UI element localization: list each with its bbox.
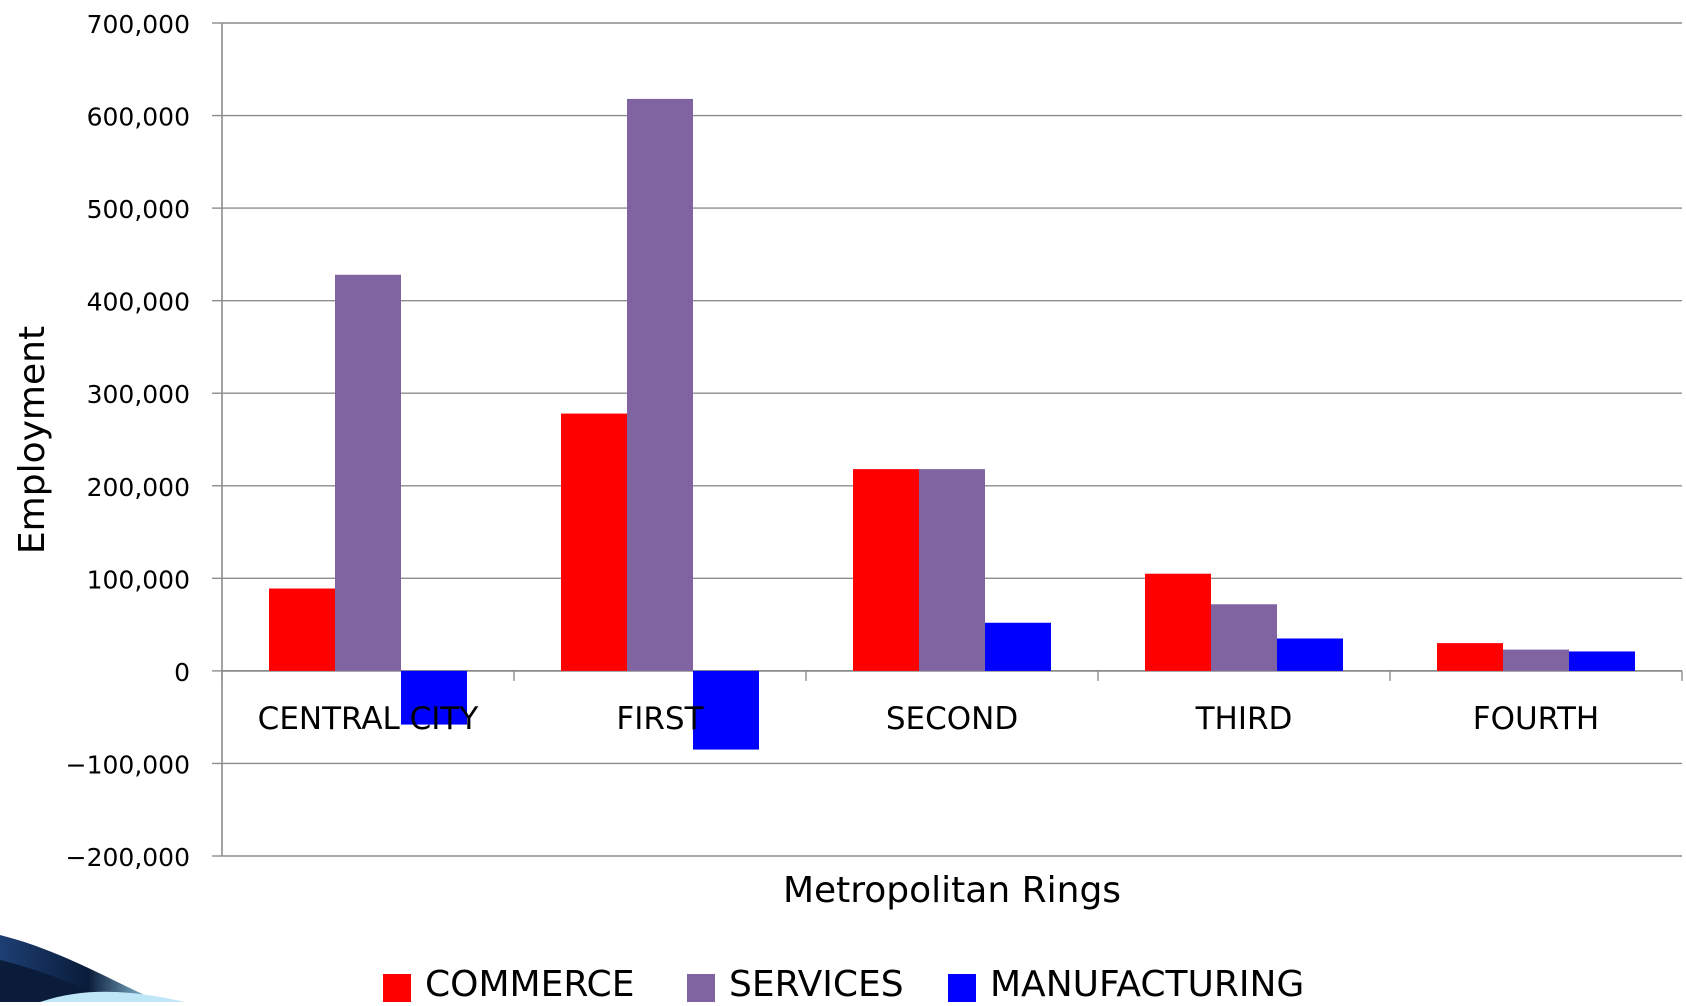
legend-label-commerce: COMMERCE <box>425 964 634 1002</box>
y-tick-label: 100,000 <box>87 565 190 594</box>
legend-label-services: SERVICES <box>729 964 904 1002</box>
y-tick-label: 200,000 <box>87 473 190 502</box>
category-label: FIRST <box>616 701 704 737</box>
legend-label-manufacturing: MANUFACTURING <box>990 964 1304 1002</box>
legend-swatch-commerce <box>383 974 411 1002</box>
bar-commerce-1 <box>561 413 627 671</box>
bar-manufacturing-2 <box>985 622 1051 671</box>
bar-services-0 <box>335 274 401 671</box>
y-axis-title: Employment <box>12 326 53 554</box>
decorative-swoosh <box>0 935 185 1002</box>
bar-manufacturing-3 <box>1277 638 1343 671</box>
bar-services-4 <box>1503 649 1569 671</box>
bar-manufacturing-4 <box>1569 651 1635 671</box>
y-tick-label: 600,000 <box>87 103 190 132</box>
x-axis-title: Metropolitan Rings <box>783 870 1121 911</box>
y-tick-label: 700,000 <box>87 10 190 39</box>
bar-manufacturing-1 <box>693 670 759 750</box>
y-tick-label: 0 <box>174 658 190 687</box>
bar-commerce-2 <box>853 469 919 671</box>
bar-manufacturing-0 <box>401 670 467 725</box>
category-label: THIRD <box>1195 701 1293 737</box>
bar-commerce-0 <box>269 588 335 671</box>
category-label: SECOND <box>886 701 1018 737</box>
category-label: CENTRAL CITY <box>258 701 479 737</box>
bar-services-3 <box>1211 604 1277 671</box>
bar-services-1 <box>627 98 693 671</box>
category-label: FOURTH <box>1473 701 1599 737</box>
y-tick-label: −200,000 <box>66 843 190 872</box>
legend-swatch-services <box>687 974 715 1002</box>
bar-commerce-3 <box>1145 573 1211 671</box>
legend-swatch-manufacturing <box>948 974 976 1002</box>
bar-commerce-4 <box>1437 643 1503 671</box>
y-tick-label: 500,000 <box>87 195 190 224</box>
bar-services-2 <box>919 469 985 671</box>
y-tick-label: 300,000 <box>87 380 190 409</box>
y-tick-label: 400,000 <box>87 288 190 317</box>
y-tick-label: −100,000 <box>66 750 190 779</box>
